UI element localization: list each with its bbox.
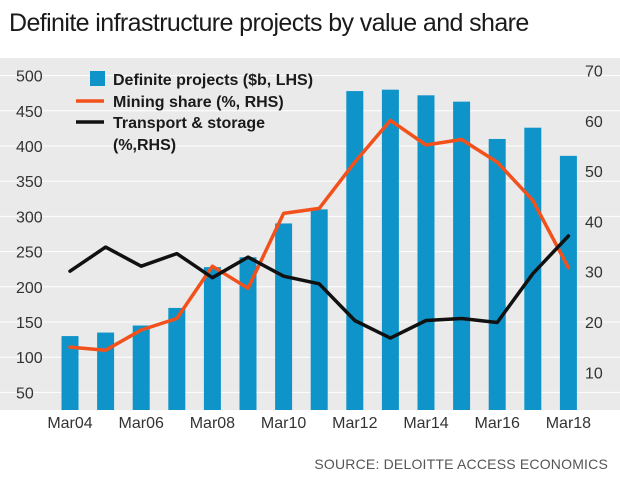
legend-label-transport-line2: (%,RHS): [113, 137, 176, 154]
bar: [97, 332, 115, 410]
legend-swatch-bars: [90, 71, 105, 86]
legend-label-bars: Definite projects ($b, LHS): [113, 72, 313, 89]
legend: Definite projects ($b, LHS) Mining share …: [76, 71, 313, 154]
bar: [417, 95, 435, 410]
transport-storage-line: [68, 234, 571, 340]
bar: [168, 307, 186, 410]
x-tick-label: Mar12: [332, 415, 377, 432]
legend-label-transport: Transport & storage: [113, 115, 265, 132]
bar: [488, 138, 506, 410]
bar: [310, 209, 328, 410]
x-tick-label: Mar18: [546, 415, 591, 432]
bar: [559, 155, 577, 410]
left-tick-label: 350: [16, 174, 43, 191]
bar: [275, 223, 293, 410]
left-tick-label: 250: [16, 245, 43, 262]
left-tick-label: 300: [16, 209, 43, 226]
x-tick-label: Mar14: [403, 415, 448, 432]
x-tick-label: Mar16: [475, 415, 520, 432]
x-tick-label: Mar06: [119, 415, 164, 432]
right-tick-label: 40: [585, 214, 603, 231]
right-tick-label: 20: [585, 315, 603, 332]
x-axis-ticks: Mar04 Mar06 Mar08 Mar10 Mar12 Mar14 Mar16 Mar18: [47, 415, 591, 432]
x-tick-label: Mar08: [190, 415, 235, 432]
chart-title: Definite infrastructure projects by valu…: [9, 9, 529, 37]
bar: [346, 91, 364, 410]
bar: [381, 89, 399, 411]
line-series: [68, 118, 571, 352]
right-tick-label: 60: [585, 114, 603, 131]
left-tick-label: 500: [16, 69, 43, 86]
mining-share-line: [68, 118, 571, 352]
left-tick-label: 400: [16, 139, 43, 156]
left-tick-label: 50: [16, 385, 34, 402]
left-axis-ticks: 50 100 150 200 250 300 350 400 450 500: [16, 69, 43, 403]
bar: [239, 257, 257, 410]
right-tick-label: 50: [585, 164, 603, 181]
right-axis-ticks: 10 20 30 40 50 60 70: [585, 64, 603, 383]
right-tick-label: 30: [585, 265, 603, 282]
bar: [453, 101, 471, 410]
right-tick-label: 70: [585, 64, 603, 81]
x-tick-label: Mar04: [47, 415, 92, 432]
bar: [132, 325, 150, 410]
bar: [61, 336, 79, 410]
right-tick-label: 10: [585, 365, 603, 382]
left-tick-label: 450: [16, 104, 43, 121]
left-tick-label: 150: [16, 315, 43, 332]
legend-label-mining: Mining share (%, RHS): [113, 94, 284, 111]
bar-series: [61, 89, 577, 411]
x-tick-label: Mar10: [261, 415, 306, 432]
left-tick-label: 200: [16, 280, 43, 297]
source-note: SOURCE: DELOITTE ACCESS ECONOMICS: [314, 456, 608, 472]
left-tick-label: 100: [16, 350, 43, 367]
bar: [203, 267, 221, 410]
